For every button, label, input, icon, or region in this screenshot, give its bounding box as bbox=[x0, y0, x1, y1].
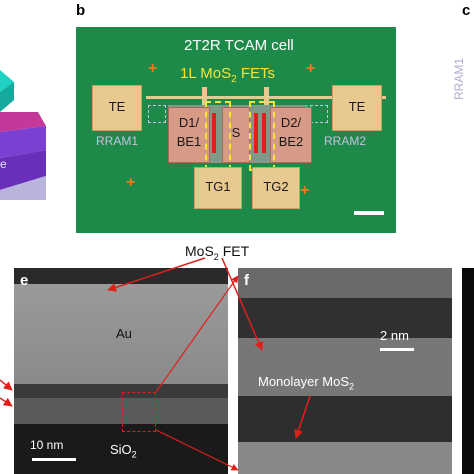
d1-label: D1/ bbox=[178, 115, 200, 130]
rram2-label: RRAM2 bbox=[324, 134, 367, 148]
scale-bar bbox=[354, 211, 384, 215]
gate-line bbox=[202, 87, 207, 117]
panel-letter-c: c bbox=[462, 2, 471, 19]
te-right-pad: TE bbox=[332, 85, 382, 131]
sio2-label: SiO2 bbox=[110, 442, 137, 460]
channel-1 bbox=[212, 113, 216, 153]
be1-label: BE1 bbox=[176, 134, 202, 149]
panel-letter-f: f bbox=[244, 272, 249, 289]
alignment-marker-icon: + bbox=[300, 182, 310, 199]
scale-bar-f bbox=[380, 348, 414, 351]
fet-label: 1L MoS2 FETs bbox=[180, 65, 276, 85]
monolayer-arrow bbox=[294, 395, 311, 439]
scale-bar-e bbox=[32, 458, 76, 461]
d2-label: D2/ bbox=[280, 115, 302, 130]
rram1-box bbox=[148, 105, 166, 123]
channel-2 bbox=[254, 113, 258, 153]
tg1-label: TG1 bbox=[205, 179, 231, 194]
tg2-pad: TG2 bbox=[252, 167, 300, 209]
panel-letter-b: b bbox=[76, 2, 86, 19]
scale-label-e: 10 nm bbox=[30, 438, 64, 452]
svg-text:e: e bbox=[0, 157, 7, 171]
au-label: Au bbox=[116, 326, 132, 341]
left-arrow-1 bbox=[0, 379, 13, 391]
device-stack-fragment: e bbox=[0, 70, 46, 200]
rram1-label: RRAM1 bbox=[96, 134, 139, 148]
scale-label-f: 2 nm bbox=[380, 328, 409, 343]
d1-be1-pad: D1/ BE1 bbox=[168, 107, 210, 163]
mos2-fet-header: MoS2 FET bbox=[185, 243, 250, 262]
left-arrow-2 bbox=[0, 397, 13, 407]
te-left-label: TE bbox=[108, 99, 126, 114]
alignment-marker-icon: + bbox=[148, 60, 158, 77]
zoom-arrow-bottom bbox=[155, 429, 239, 471]
arrow-to-f bbox=[221, 257, 263, 351]
channel-3 bbox=[262, 113, 266, 153]
tg2-label: TG2 bbox=[263, 179, 289, 194]
panel-letter-e: e bbox=[20, 272, 29, 289]
be2-label: BE2 bbox=[278, 134, 304, 149]
tg1-pad: TG1 bbox=[194, 167, 242, 209]
alignment-marker-icon: + bbox=[126, 174, 136, 191]
zoom-arrow-top bbox=[155, 275, 239, 393]
tcam-cell-micrograph: 2T2R TCAM cell 1L MoS2 FETs + + + + TE T… bbox=[76, 27, 396, 233]
s-label: S bbox=[231, 125, 241, 140]
tem-image-high-mag: f 2 nm Monolayer MoS2 bbox=[238, 268, 452, 474]
alignment-marker-icon: + bbox=[306, 60, 316, 77]
te-right-label: TE bbox=[348, 99, 366, 114]
adjacent-panel-strip bbox=[462, 268, 474, 474]
tem-image-low-mag: e Au SiO2 10 nm bbox=[14, 268, 228, 474]
te-left-pad: TE bbox=[92, 85, 142, 131]
arrow-to-e bbox=[107, 257, 206, 292]
source-pad: S bbox=[222, 107, 250, 163]
monolayer-label: Monolayer MoS2 bbox=[258, 374, 355, 392]
panel-b-title: 2T2R TCAM cell bbox=[184, 37, 294, 54]
zoom-region-box bbox=[122, 392, 156, 432]
d2-be2-pad: D2/ BE2 bbox=[270, 107, 312, 163]
